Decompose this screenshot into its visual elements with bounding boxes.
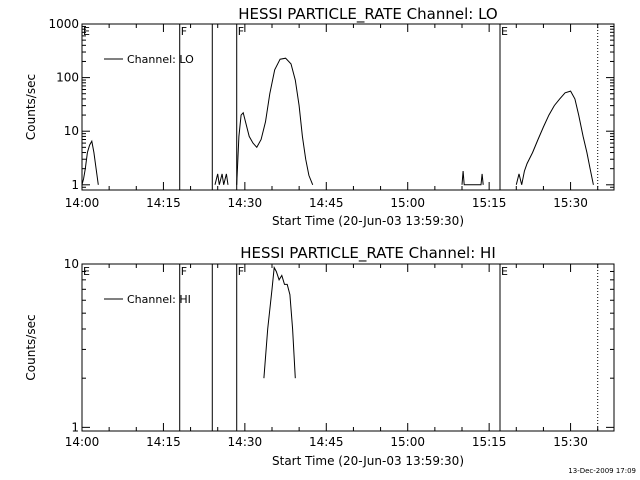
chart-title: HESSI PARTICLE_RATE Channel: LO [238, 5, 497, 24]
x-tick-label: 15:00 [390, 196, 425, 210]
y-tick-label: 100 [56, 71, 79, 85]
x-tick-label: 15:30 [553, 435, 588, 449]
x-tick-label: 15:00 [390, 435, 425, 449]
plot-frame [81, 23, 615, 191]
y-tick-label: 1 [71, 420, 79, 434]
chart-title: HESSI PARTICLE_RATE Channel: HI [240, 244, 496, 263]
event-marker-label: F [238, 265, 244, 278]
x-tick-label: 14:45 [309, 196, 344, 210]
legend-label: Channel: HI [127, 293, 191, 306]
event-marker-label: E [501, 265, 508, 278]
panel-hi: HESSI PARTICLE_RATE Channel: HI Counts/s… [24, 244, 615, 468]
x-tick-label: 14:30 [228, 435, 263, 449]
y-axis-label: Counts/sec [24, 74, 38, 140]
series-line [263, 265, 296, 379]
legend-label: Channel: LO [127, 53, 194, 66]
event-marker-label: F [181, 25, 187, 38]
y-tick-label: 1 [71, 178, 79, 192]
x-tick-label: 14:15 [146, 435, 181, 449]
event-marker-label: E [83, 265, 90, 278]
series-line [515, 90, 594, 185]
x-axis-label: Start Time (20-Jun-03 13:59:30) [272, 454, 464, 468]
y-axis-label: Counts/sec [24, 314, 38, 380]
panel-lo: HESSI PARTICLE_RATE Channel: LO Counts/s… [24, 5, 615, 228]
series-line [236, 57, 314, 185]
x-axis-label: Start Time (20-Jun-03 13:59:30) [272, 214, 464, 228]
series-line [81, 139, 99, 185]
x-tick-label: 15:30 [553, 196, 588, 210]
plot-frame [81, 263, 615, 432]
series-line [214, 173, 229, 185]
event-marker-label: F [181, 265, 187, 278]
y-tick-label: 10 [64, 257, 79, 271]
x-tick-label: 14:00 [65, 435, 100, 449]
x-tick-label: 14:15 [146, 196, 181, 210]
event-marker-label: E [83, 25, 90, 38]
event-marker-label: F [238, 25, 244, 38]
x-tick-label: 14:45 [309, 435, 344, 449]
event-marker-label: E [501, 25, 508, 38]
y-tick-label: 10 [64, 124, 79, 138]
y-tick-label: 1000 [48, 17, 79, 31]
series-line [461, 171, 484, 186]
x-tick-label: 14:30 [228, 196, 263, 210]
x-tick-label: 15:15 [472, 196, 507, 210]
x-tick-label: 15:15 [472, 435, 507, 449]
x-tick-label: 14:00 [65, 196, 100, 210]
print-timestamp: 13-Dec-2009 17:09 [568, 467, 636, 475]
